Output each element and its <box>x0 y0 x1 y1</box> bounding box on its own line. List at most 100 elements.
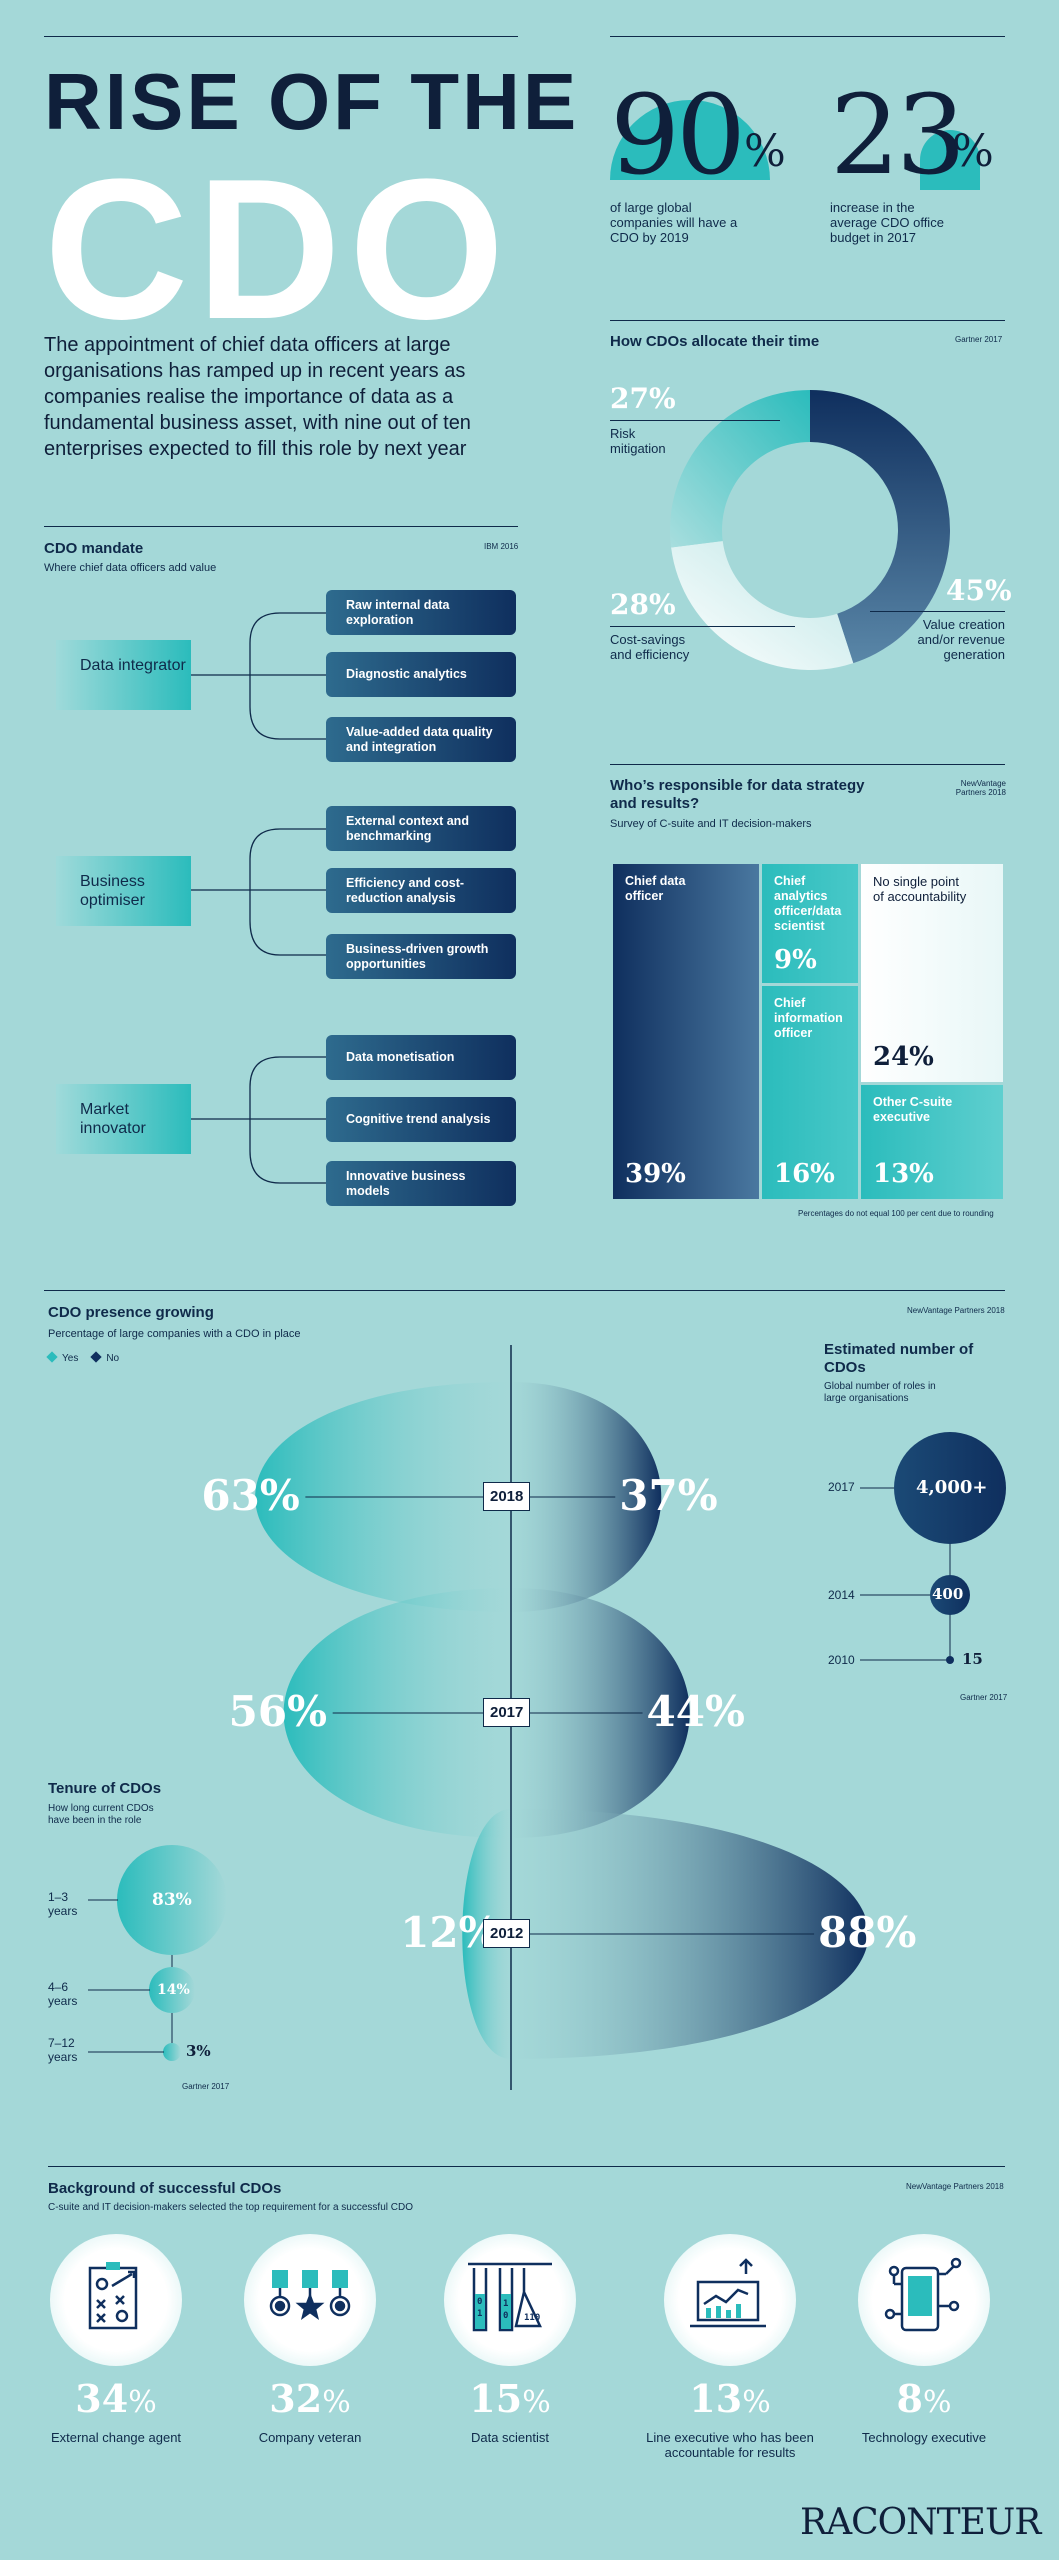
mandate-item: Value-added data quality and integration <box>326 717 516 762</box>
bg-value: 34% <box>75 2376 157 2421</box>
stat-2-value: 23 <box>830 71 966 199</box>
resp-footnote: Percentages do not equal 100 per cent du… <box>798 1209 994 1218</box>
legend-yes: Yes <box>46 1351 78 1364</box>
alloc-cost-label: Cost-savings and efficiency <box>610 632 690 662</box>
est-year-2010: 2010 <box>828 1653 855 1667</box>
est-value-2017: 4,000+ <box>916 1477 988 1498</box>
tenure-label-3: 7–12 years <box>48 2036 78 2064</box>
alloc-cost-leader <box>610 626 795 627</box>
presence-title: CDO presence growing <box>48 1304 214 1321</box>
est-year-2017: 2017 <box>828 1480 855 1494</box>
tenure-value-1: 83% <box>152 1890 192 1910</box>
donut-slice <box>671 541 854 670</box>
bg-title: Background of successful CDOs <box>48 2180 282 2197</box>
title-line-2: CDO <box>44 138 513 361</box>
bg-value: 15% <box>469 2376 551 2421</box>
est-value-2014: 400 <box>932 1585 964 1603</box>
strategy-board-icon <box>50 2234 182 2366</box>
est-chart <box>860 1432 1006 1664</box>
presence-yes-value: 63% <box>201 1471 300 1520</box>
bg-value: 13% <box>689 2376 771 2421</box>
stat-1-desc: of large global companies will have a CD… <box>610 200 738 245</box>
alloc-title: How CDOs allocate their time <box>610 333 820 350</box>
top-rule-left <box>44 36 518 37</box>
alloc-rule <box>610 320 1005 321</box>
resp-subtitle: Survey of C-suite and IT decision-makers <box>610 818 812 830</box>
resp-cell-cdo: Chief data officer 39% <box>613 864 759 1199</box>
mandate-group-market-innovator: Market innovator <box>56 1084 191 1154</box>
tenure-chart <box>88 1845 227 2061</box>
stat-1-unit: % <box>744 126 786 177</box>
alloc-risk-value: 27% <box>610 382 676 415</box>
donut-slice <box>810 390 951 664</box>
bg-value: 32% <box>269 2376 351 2421</box>
mandate-title: CDO mandate <box>44 540 144 557</box>
stat-2: 23 % <box>830 80 1010 200</box>
stat-2-unit: % <box>952 126 994 177</box>
svg-text:0: 0 <box>503 2311 508 2321</box>
mandate-connectors <box>191 612 326 1184</box>
alloc-donut <box>670 390 951 670</box>
bg-label: Technology executive <box>861 2430 987 2445</box>
tenure-title: Tenure of CDOs <box>48 1780 162 1797</box>
smartphone-network-icon <box>858 2234 990 2366</box>
tenure-value-2: 14% <box>157 1982 190 1998</box>
mandate-item: Data monetisation <box>326 1035 516 1080</box>
mandate-item: Raw internal data exploration <box>326 590 516 635</box>
presence-year-label: 2012 <box>483 1919 531 1948</box>
bg-value: 8% <box>896 2376 952 2421</box>
svg-text:110: 110 <box>524 2313 540 2323</box>
resp-title: Who’s responsible for data strategy and … <box>610 777 865 812</box>
laptop-chart-icon <box>664 2234 796 2366</box>
intro-text: The appointment of chief data officers a… <box>44 334 471 460</box>
bg-subtitle: C-suite and IT decision-makers selected … <box>48 2202 413 2213</box>
tenure-label-2: 4–6 years <box>48 1980 78 2008</box>
svg-text:1: 1 <box>477 2309 482 2319</box>
mandate-group-business-optimiser: Business optimiser <box>56 856 191 926</box>
mandate-item: Business-driven growth opportunities <box>326 934 516 979</box>
stat-2-bg-arc <box>920 130 980 190</box>
tenure-source: Gartner 2017 <box>182 2082 230 2091</box>
alloc-value-leader <box>870 611 1005 612</box>
alloc-risk-leader <box>610 420 780 421</box>
bg-source: NewVantage Partners 2018 <box>906 2182 1004 2191</box>
resp-cell-cao: Chief analytics officer/data scientist 9… <box>762 864 858 983</box>
est-year-2014: 2014 <box>828 1588 855 1602</box>
mandate-group-data-integrator: Data integrator <box>56 640 191 710</box>
mandate-item: Innovative business models <box>326 1161 516 1206</box>
legend-no: No <box>90 1351 119 1364</box>
test-tubes-binary-icon: 0 1 1 0 110 <box>444 2234 576 2366</box>
resp-cell-cio: Chief information officer 16% <box>762 986 858 1199</box>
est-value-2010: 15 <box>962 1650 983 1668</box>
presence-source: NewVantage Partners 2018 <box>907 1306 1005 1315</box>
mandate-item: Efficiency and cost-reduction analysis <box>326 868 516 913</box>
est-subtitle: Global number of roles in large organisa… <box>824 1381 936 1404</box>
presence-rule <box>44 1290 1005 1291</box>
title-line-1: RISE OF THE <box>44 57 580 146</box>
alloc-value-value: 45% <box>946 574 1012 607</box>
stat-1: 90 % <box>610 71 786 200</box>
bg-label: Company veteran <box>258 2430 362 2445</box>
presence-no-value: 37% <box>619 1471 718 1520</box>
resp-cell-other: Other C-suite executive 13% <box>861 1085 1003 1199</box>
presence-year-label: 2017 <box>483 1698 531 1727</box>
stat-1-value: 90 <box>610 71 746 199</box>
svg-text:0: 0 <box>477 2297 482 2307</box>
bg-label: External change agent <box>50 2430 182 2445</box>
presence-legend: Yes No <box>46 1351 119 1364</box>
raconteur-logo: RACONTEUR <box>800 2502 1041 2543</box>
tenure-subtitle: How long current CDOs have been in the r… <box>48 1803 154 1826</box>
resp-cell-none: No single point of accountability 24% <box>861 864 1003 1082</box>
presence-no-value: 44% <box>646 1687 745 1736</box>
presence-subtitle: Percentage of large companies with a CDO… <box>48 1328 301 1340</box>
mandate-source: IBM 2016 <box>484 542 519 551</box>
mandate-subtitle: Where chief data officers add value <box>44 562 217 574</box>
svg-text:1: 1 <box>503 2299 508 2309</box>
donut-slice <box>670 390 810 548</box>
est-source: Gartner 2017 <box>960 1693 1008 1702</box>
mandate-item: Cognitive trend analysis <box>326 1097 516 1142</box>
bg-label: Line executive who has been accountable … <box>646 2430 814 2460</box>
mandate-rule <box>44 526 518 527</box>
alloc-risk-label: Risk mitigation <box>610 426 666 456</box>
presence-year-label: 2018 <box>483 1482 531 1511</box>
